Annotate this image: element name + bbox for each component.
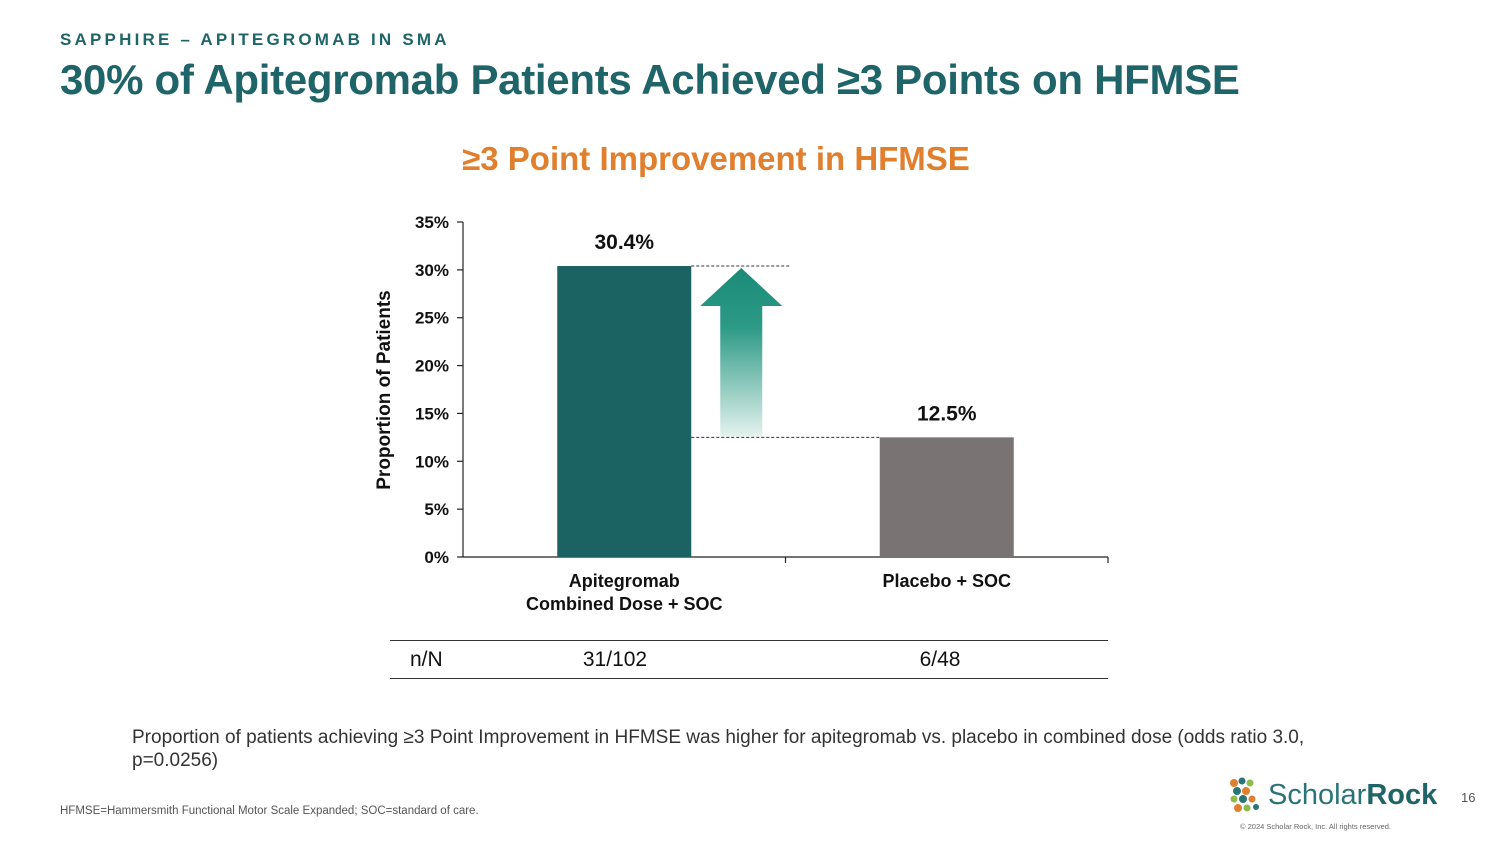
logo-wordmark: ScholarRock [1268, 779, 1438, 811]
y-axis-title: Proportion of Patients [374, 290, 395, 490]
y-tick-label: 25% [415, 309, 449, 328]
page-number: 16 [1461, 790, 1476, 805]
y-tick-label: 10% [415, 452, 449, 471]
copyright: © 2024 Scholar Rock, Inc. All rights res… [1240, 822, 1392, 831]
bar-value-label: 12.5% [917, 402, 977, 425]
scholar-rock-logo-icon [1230, 777, 1259, 812]
footnote: HFMSE=Hammersmith Functional Motor Scale… [60, 805, 479, 817]
y-tick-label: 15% [415, 404, 449, 423]
bar-0 [557, 266, 692, 557]
y-tick-label: 30% [415, 261, 449, 280]
sample-size-table: n/N 31/102 6/48 [390, 640, 1108, 679]
y-tick-label: 35% [415, 213, 449, 232]
table-cell-apitegromab: 31/102 [582, 648, 648, 671]
bar-chart: 0% 5% 10% 15% 20% 25% 30% 35% Proportion of Pati… [374, 213, 1109, 614]
table-cell-placebo: 6/48 [919, 648, 961, 671]
y-tick-label: 5% [424, 500, 449, 519]
table-row-label: n/N [410, 648, 443, 671]
slide-title: 30% of Apitegromab Patients Achieved ≥3 … [60, 56, 1240, 103]
y-tick-label: 0% [424, 548, 449, 567]
company-logo: ScholarRock [1228, 777, 1438, 817]
bar-value-label: 30.4% [594, 231, 654, 254]
slide-kicker: SAPPHIRE – APITEGROMAB IN SMA [60, 30, 450, 49]
x-category-label: Apitegromab Combined Dose + SOC [526, 571, 723, 614]
x-category-label: Placebo + SOC [882, 571, 1011, 591]
result-description: Proportion of patients achieving ≥3 Poin… [132, 727, 1305, 771]
improvement-arrow-icon [700, 268, 783, 437]
y-tick-label: 20% [415, 357, 449, 376]
chart-title: ≥3 Point Improvement in HFMSE [462, 140, 970, 177]
bar-1 [879, 437, 1014, 557]
